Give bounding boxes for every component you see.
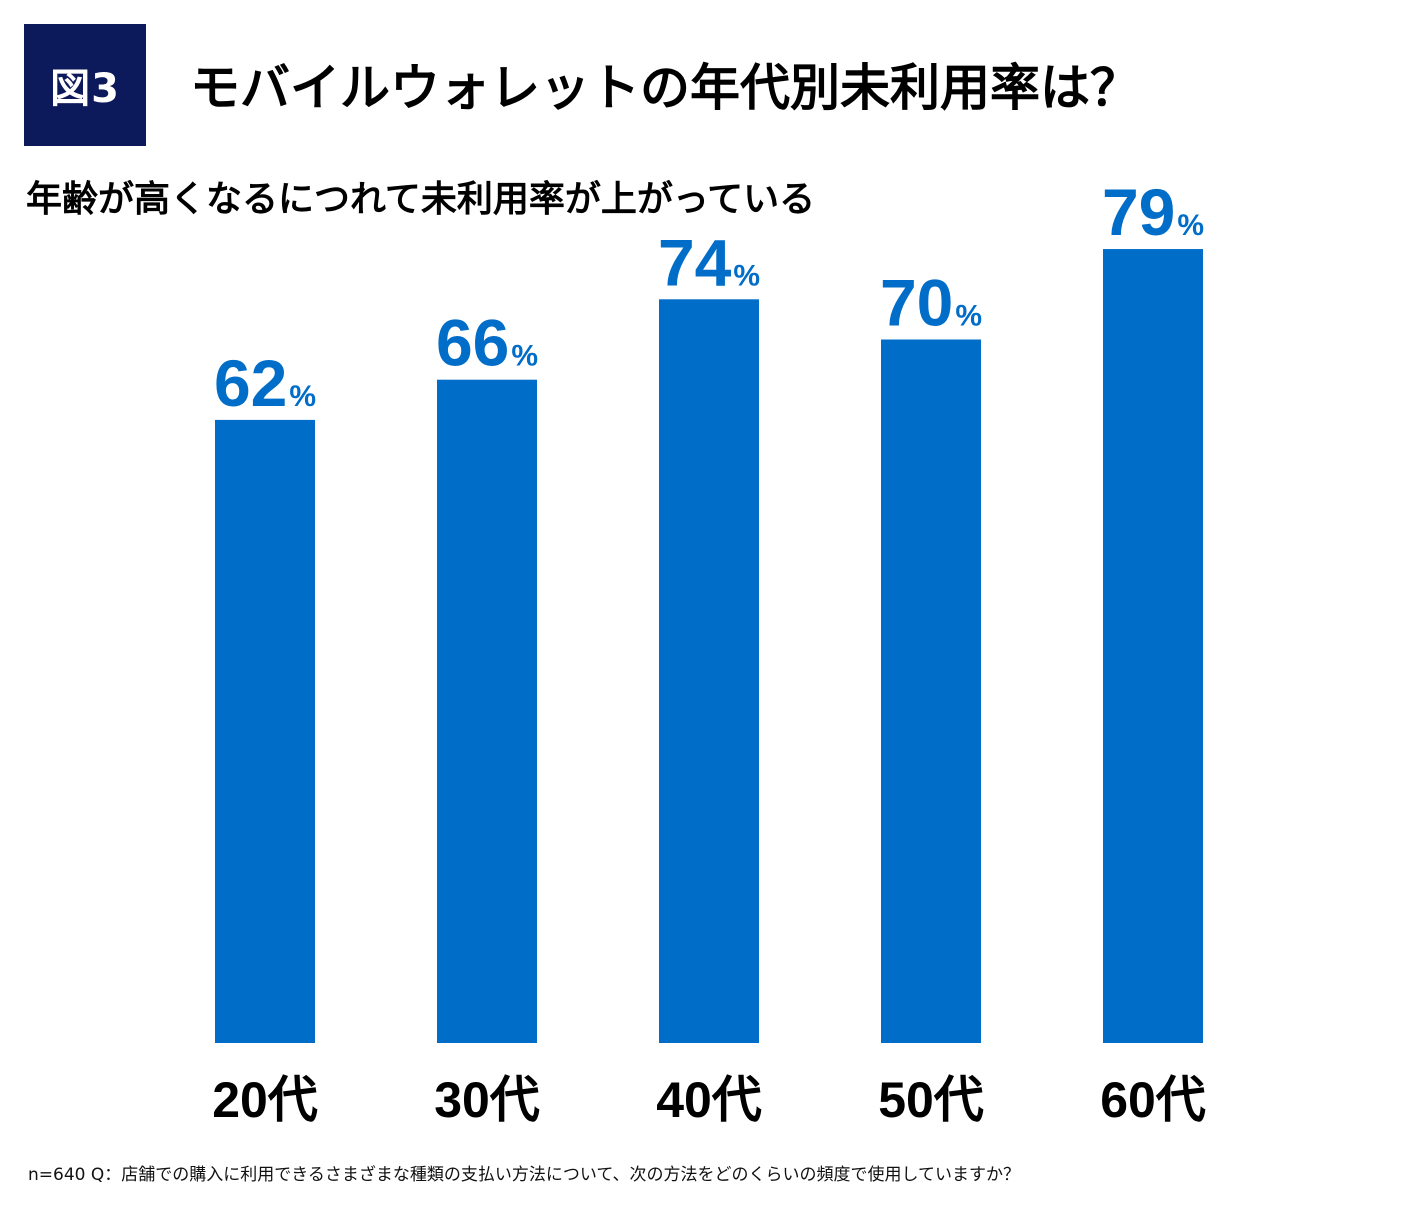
category-label-3: 50代 (878, 1072, 984, 1128)
bar-3 (881, 339, 981, 1043)
category-label-1: 30代 (434, 1072, 540, 1128)
category-label-4: 60代 (1100, 1072, 1206, 1128)
bar-value-label-3: 70% (880, 266, 982, 340)
bar-value-label-2: 74% (658, 225, 760, 299)
bar-0 (215, 419, 315, 1043)
category-label-0: 20代 (212, 1072, 318, 1128)
bar-value-label-4: 79% (1102, 175, 1204, 249)
figure-label: 図3 (50, 66, 120, 112)
bar-value-label-0: 62% (214, 346, 316, 420)
bar-2 (659, 299, 759, 1043)
bar-chart: 62% 20代 66% 30代 74% 40代 70% 50代 79% 60代 (212, 175, 1206, 1128)
bar-1 (437, 379, 537, 1043)
category-label-2: 40代 (656, 1072, 762, 1128)
figure-label-badge: 図3 (24, 24, 146, 146)
chart-subtitle: 年齢が高くなるにつれて未利用率が上がっている (26, 179, 816, 220)
bar-4 (1103, 249, 1203, 1044)
bar-value-label-1: 66% (436, 306, 538, 380)
footnote: n=640 Q：店舗での購入に利用できるさまざまな種類の支払い方法について、次の… (28, 1165, 1021, 1185)
chart-title: モバイルウォレットの年代別未利用率は？ (190, 59, 1140, 117)
